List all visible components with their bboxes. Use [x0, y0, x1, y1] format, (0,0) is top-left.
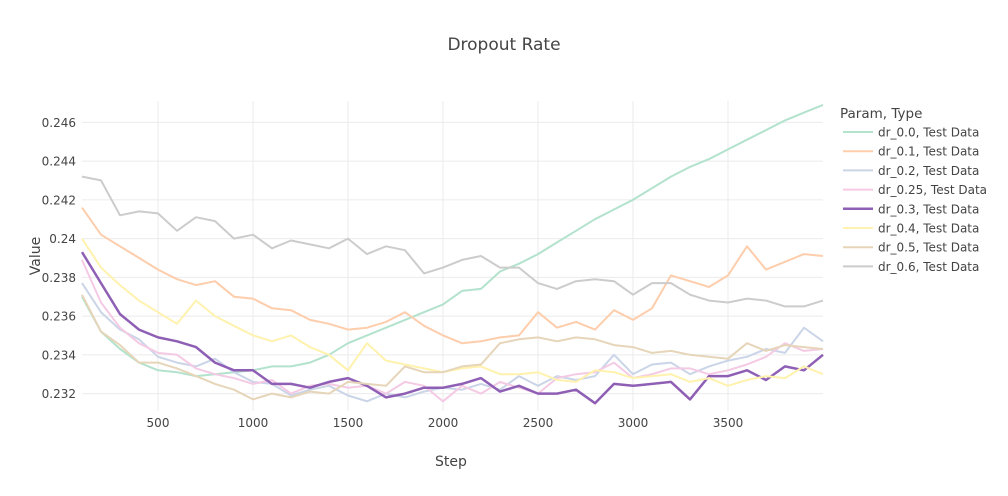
y-tick-label: 0.244 — [42, 155, 76, 169]
y-tick-label: 0.234 — [42, 348, 76, 362]
x-tick-label: 3500 — [713, 416, 744, 430]
legend: Param, Type dr_0.0, Test Data dr_0.1, Tes… — [840, 106, 987, 274]
y-tick-label: 0.238 — [42, 271, 76, 285]
x-tick-label: 1500 — [333, 416, 364, 430]
legend-item-label[interactable]: dr_0.25, Test Data — [878, 183, 987, 197]
legend-item-label[interactable]: dr_0.3, Test Data — [878, 202, 979, 216]
x-tick-label: 2500 — [523, 416, 554, 430]
series-line-1 — [81, 207, 824, 345]
series-line-5 — [81, 238, 824, 387]
series-line-3 — [81, 259, 824, 403]
y-axis-label: Value — [28, 237, 44, 275]
y-tick-label: 0.242 — [42, 193, 76, 207]
legend-title: Param, Type — [840, 106, 922, 122]
legend-item-label[interactable]: dr_0.2, Test Data — [878, 164, 979, 178]
series-lines — [80, 103, 824, 405]
y-tick-label: 0.236 — [42, 310, 76, 324]
x-tick-label: 500 — [147, 416, 170, 430]
legend-item-label[interactable]: dr_0.5, Test Data — [878, 241, 979, 255]
chart-title: Dropout Rate — [447, 35, 560, 55]
legend-item-label[interactable]: dr_0.1, Test Data — [878, 145, 979, 159]
y-tick-label: 0.232 — [42, 387, 76, 401]
series-line-0 — [81, 103, 824, 378]
series-line-6 — [81, 294, 824, 401]
x-tick-label: 3000 — [618, 416, 649, 430]
x-axis-label: Step — [435, 454, 467, 470]
gridlines — [82, 101, 823, 411]
x-tick-labels: 500 1000 1500 2000 2500 3000 3500 — [147, 416, 744, 430]
y-tick-labels: 0.232 0.234 0.236 0.238 0.24 0.242 0.244 0.246 — [42, 116, 76, 401]
x-tick-label: 2000 — [428, 416, 459, 430]
series-line-7 — [81, 175, 824, 308]
y-tick-label: 0.246 — [42, 116, 76, 130]
y-tick-label: 0.24 — [49, 232, 76, 246]
legend-item-label[interactable]: dr_0.4, Test Data — [878, 222, 979, 236]
series-line-4 — [80, 251, 824, 405]
x-tick-label: 1000 — [238, 416, 269, 430]
legend-item-label[interactable]: dr_0.6, Test Data — [878, 260, 979, 274]
legend-item-label[interactable]: dr_0.0, Test Data — [878, 126, 979, 140]
